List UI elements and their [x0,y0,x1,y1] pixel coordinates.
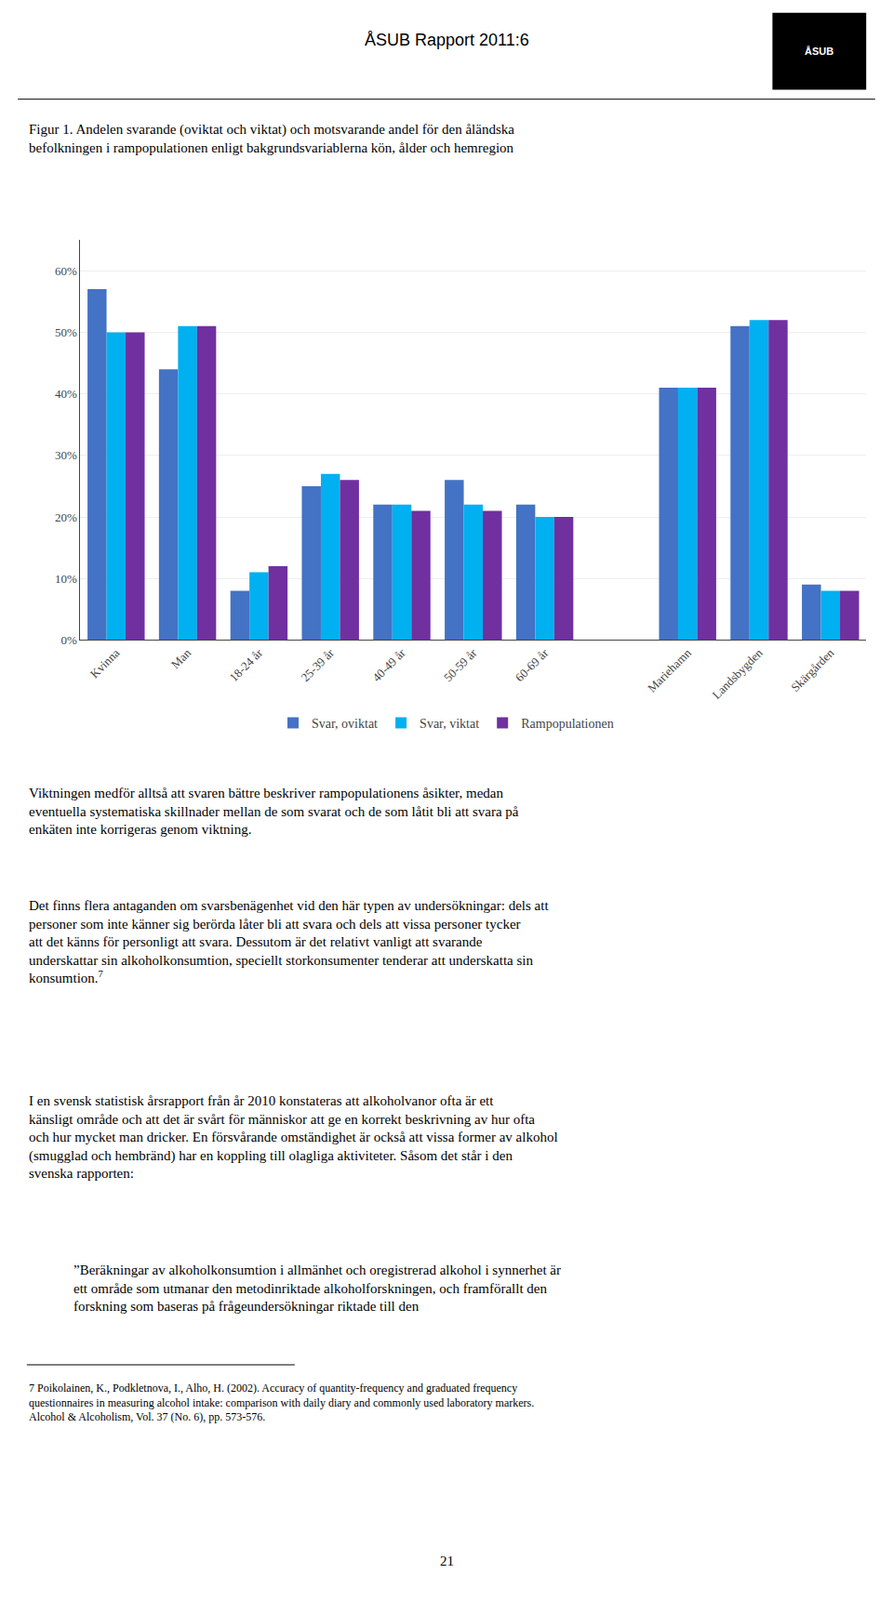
svg-text:7 Poikolainen, K., Podkletnova: 7 Poikolainen, K., Podkletnova, I., Alho… [28,1382,534,1425]
svg-text:Svar, viktat: Svar, viktat [419,717,480,732]
svg-text:18-24 år: 18-24 år [226,645,267,685]
svg-text:I en svensk statistisk årsrapp: I en svensk statistisk årsrapport från å… [28,1093,559,1182]
svg-text:60-69 år: 60-69 år [512,645,552,685]
svg-text:50-59 år: 50-59 år [440,645,480,685]
svg-text:20%: 20% [54,510,78,525]
svg-text:10%: 10% [54,572,78,587]
svg-text:ÅSUB Rapport 2011:6: ÅSUB Rapport 2011:6 [364,30,530,50]
svg-text:”Beräkningar av alkoholkonsumt: ”Beräkningar av alkoholkonsumtion i allm… [73,1263,561,1315]
svg-text:Landsbygden: Landsbygden [709,645,766,702]
svg-text:Man: Man [168,645,195,672]
svg-text:ÅSUB: ÅSUB [804,45,834,57]
svg-text:40%: 40% [54,386,78,401]
svg-text:40-49 år: 40-49 år [369,645,409,685]
svg-text:Rampopulationen: Rampopulationen [520,717,614,732]
svg-text:Figur 1. Andelen svarande (ovi: Figur 1. Andelen svarande (oviktat och v… [28,121,515,156]
svg-text:0%: 0% [60,633,78,648]
svg-text:Svar, oviktat: Svar, oviktat [311,717,378,732]
svg-text:50%: 50% [54,325,78,340]
svg-text:Skärgården: Skärgården [787,645,838,695]
svg-text:60%: 60% [54,264,78,279]
svg-text:Viktningen medför alltså att s: Viktningen medför alltså att svaren bätt… [28,786,520,838]
svg-text:25-39 år: 25-39 år [297,645,337,685]
svg-text:Mariehamn: Mariehamn [644,645,694,695]
svg-text:Kvinna: Kvinna [87,645,123,681]
svg-text:Det finns flera antaganden om: Det finns flera antaganden om svarsbenäg… [28,898,549,987]
svg-text:21: 21 [439,1554,454,1570]
svg-text:30%: 30% [54,448,78,463]
